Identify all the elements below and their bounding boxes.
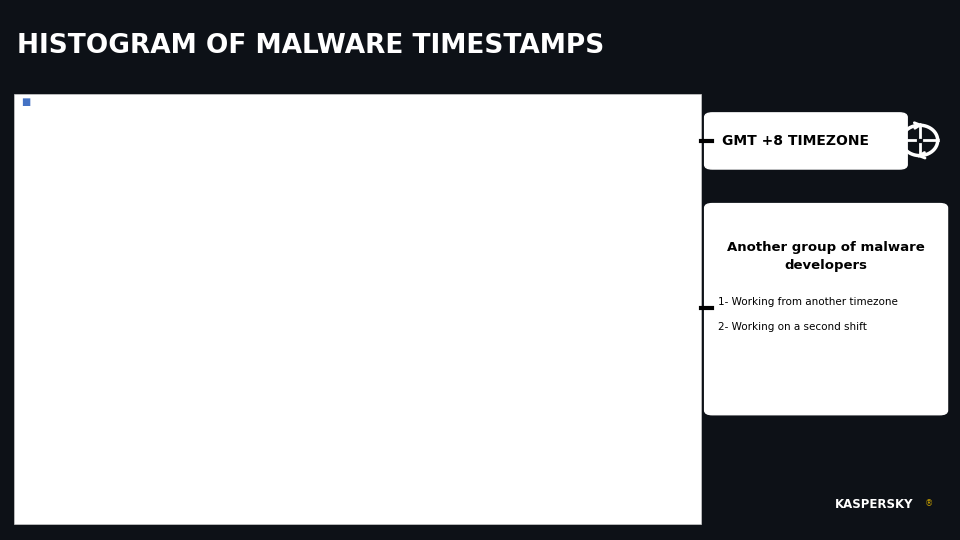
Bar [507, 341, 526, 448]
Bar [609, 368, 628, 448]
Text: 2- Working on a second shift: 2- Working on a second shift [718, 322, 867, 332]
Text: HISTOGRAM OF MALWARE TIMESTAMPS: HISTOGRAM OF MALWARE TIMESTAMPS [17, 33, 605, 59]
Bar [228, 395, 247, 448]
Text: KASPERSKY: KASPERSKY [835, 498, 914, 511]
Bar [380, 288, 399, 448]
Bar [431, 301, 450, 448]
Text: GMT +8 TIMEZONE: GMT +8 TIMEZONE [722, 134, 869, 148]
Bar [278, 282, 298, 448]
Bar [75, 301, 94, 448]
Text: 1- Working from another timezone: 1- Working from another timezone [718, 298, 898, 307]
X-axis label: Day hours: Day hours [348, 480, 405, 490]
Bar [203, 373, 221, 448]
Bar [660, 373, 679, 448]
Bar [329, 416, 348, 448]
Bar [482, 347, 500, 448]
Bar [152, 194, 171, 448]
Y-axis label: Frequency of timestamp: Frequency of timestamp [57, 235, 66, 362]
Text: Histogram of malware files' timestamps: Histogram of malware files' timestamps [72, 130, 295, 139]
Bar [634, 336, 653, 448]
Bar [558, 443, 577, 448]
Bar [354, 347, 373, 448]
Bar [72, 156, 300, 448]
Text: Another group of malware
developers: Another group of malware developers [727, 241, 924, 272]
Bar [303, 328, 323, 448]
Text: ■: ■ [21, 97, 31, 107]
Text: ®: ® [924, 499, 933, 508]
Bar [405, 256, 424, 448]
Bar [253, 282, 272, 448]
Bar [533, 221, 551, 448]
Bar [177, 234, 196, 448]
Bar [456, 347, 475, 448]
Bar [326, 156, 555, 448]
Bar [101, 261, 120, 448]
Bar [583, 421, 602, 448]
Bar [126, 213, 145, 448]
